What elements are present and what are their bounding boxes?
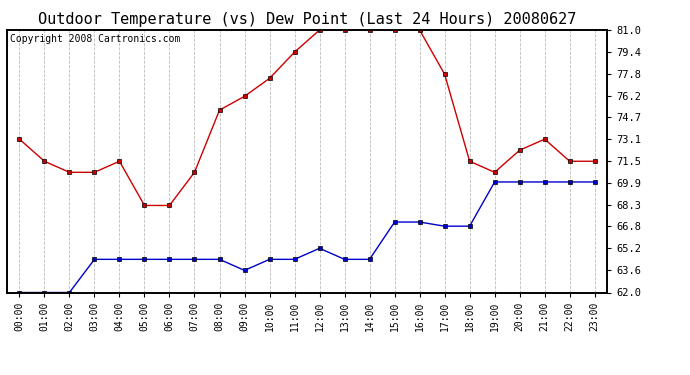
Text: Copyright 2008 Cartronics.com: Copyright 2008 Cartronics.com: [10, 34, 180, 44]
Title: Outdoor Temperature (vs) Dew Point (Last 24 Hours) 20080627: Outdoor Temperature (vs) Dew Point (Last…: [38, 12, 576, 27]
